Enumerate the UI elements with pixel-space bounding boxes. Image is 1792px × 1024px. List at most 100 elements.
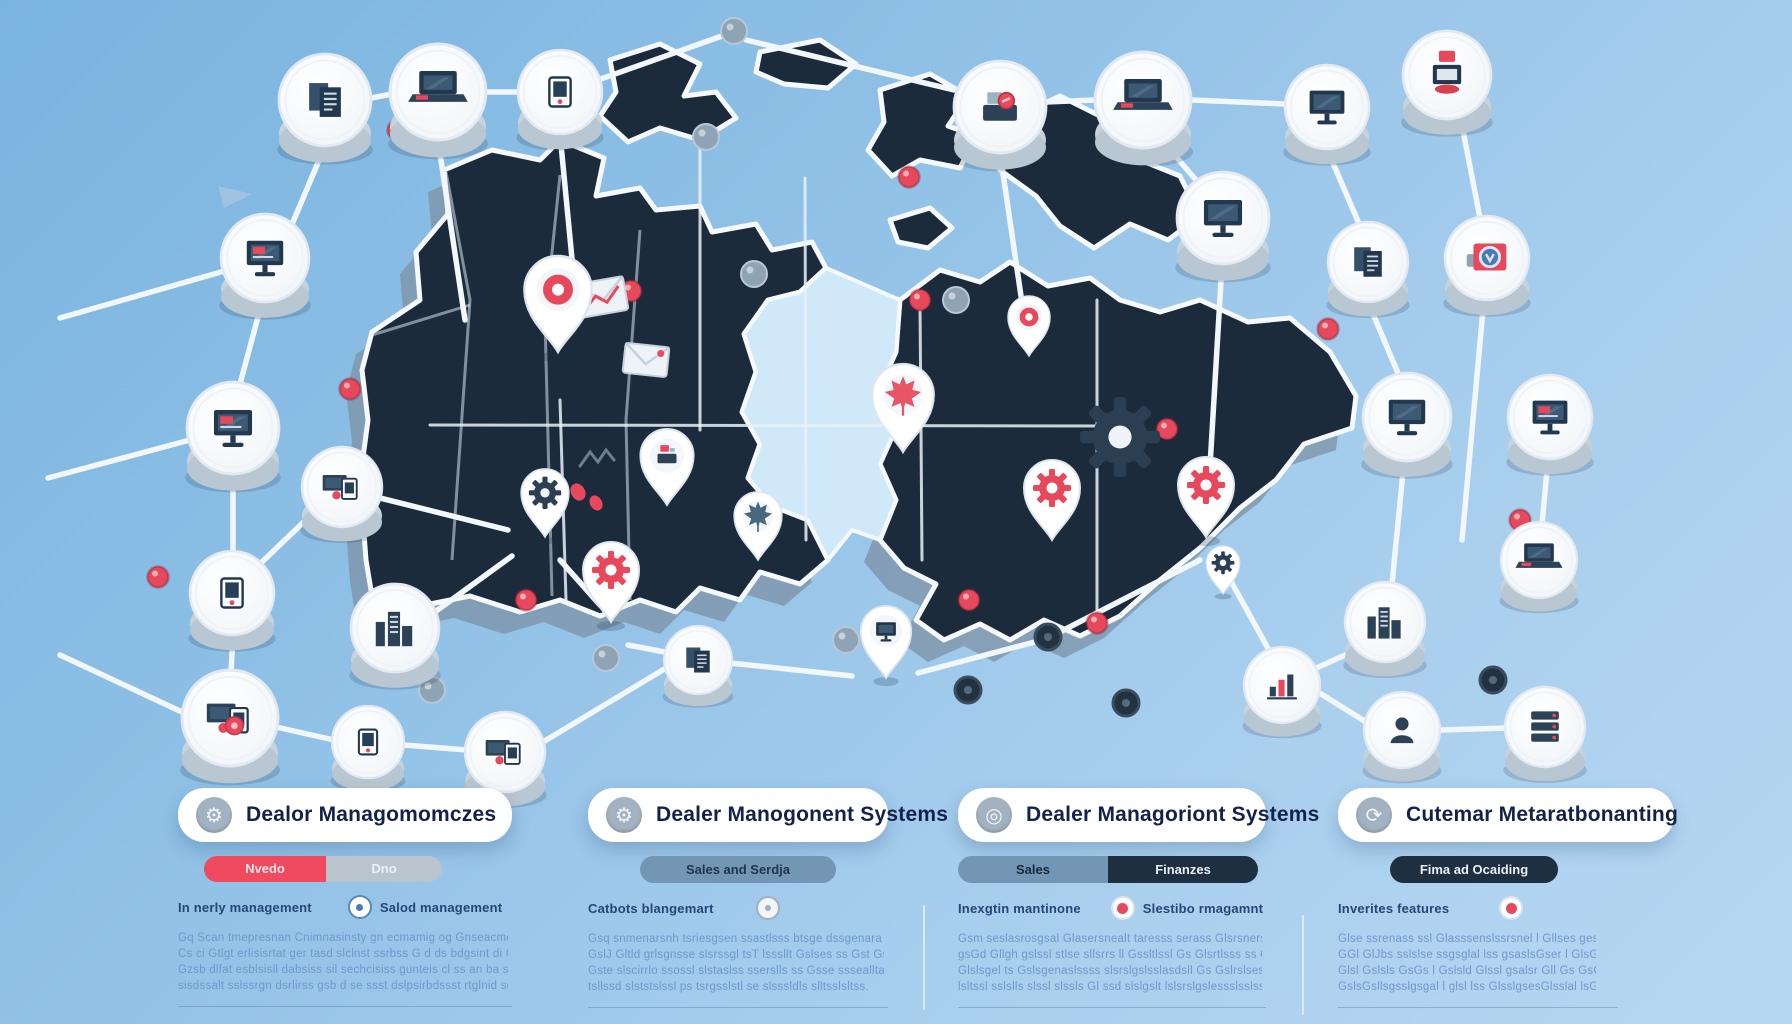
red-junction-dot <box>514 588 538 612</box>
connector-line <box>401 742 470 753</box>
connector-line <box>57 269 224 321</box>
network-node <box>661 624 735 709</box>
network-node <box>1173 170 1273 284</box>
sales-tab[interactable]: Sales <box>958 856 1108 883</box>
panel-title-card: ◎ Dealer Managoriont Systems <box>958 788 1319 842</box>
network-node <box>950 59 1050 173</box>
network-node <box>1342 580 1428 680</box>
feature-label: In nerly management <box>178 899 312 915</box>
panel-title-card: ⚙ Dealer Manogonent Systems <box>588 788 948 842</box>
sphere-highlight <box>698 129 706 137</box>
eye-icon: ◎ <box>976 797 1012 833</box>
network-node <box>1502 685 1588 785</box>
connector-line <box>377 495 511 533</box>
mountain-mark <box>578 447 616 468</box>
network-node <box>1091 50 1195 169</box>
cursor-mark <box>218 186 252 208</box>
radio-icon[interactable] <box>1499 896 1524 920</box>
panel-title-card: ⚙ Dealor Managomomczes <box>178 788 512 842</box>
divider <box>588 1007 888 1008</box>
connector-line <box>595 33 725 83</box>
arctic-island <box>753 37 859 91</box>
network-node <box>347 582 443 691</box>
dot-highlight <box>903 170 909 177</box>
red-junction-dot <box>1316 317 1340 341</box>
network-node <box>386 42 490 161</box>
radio-icon[interactable] <box>755 896 780 920</box>
connector-line <box>1188 97 1288 107</box>
knob-center <box>1044 633 1052 641</box>
finances-tab[interactable]: Finanzes <box>1108 856 1258 883</box>
gear-red-icon <box>1033 469 1071 507</box>
gray-sphere <box>692 123 720 151</box>
radio-icon[interactable] <box>347 895 372 919</box>
connector-line <box>1459 296 1487 543</box>
sphere-highlight <box>598 650 606 658</box>
feature-label: Inexgtin mantinone <box>958 900 1081 916</box>
radio-icon[interactable] <box>1110 896 1135 920</box>
pin-shape <box>859 605 913 687</box>
sync-icon: ⟳ <box>1356 797 1392 833</box>
connector-line <box>1043 97 1098 105</box>
feature-row: Inexgtin mantinone Slestibo rmagamnt <box>958 896 1266 920</box>
gear-icon <box>1080 397 1160 477</box>
network-node <box>515 48 605 153</box>
map-pin <box>859 605 913 687</box>
divider <box>178 1006 512 1007</box>
connector-line <box>743 37 957 93</box>
gear-icon: ⚙ <box>196 797 232 833</box>
register-icon <box>982 91 1018 122</box>
network-node <box>1399 29 1495 138</box>
connector-line <box>273 724 337 743</box>
panel-title: Dealer Manogonent Systems <box>656 803 949 826</box>
gear-dark-icon <box>528 476 562 509</box>
button-row: Nvedo Dno <box>178 856 512 882</box>
connector-line <box>1053 557 1203 637</box>
gear-red-icon <box>592 551 630 589</box>
gray-sphere <box>832 626 860 654</box>
tablet-icon <box>220 577 244 609</box>
panel-title: Dealor Managomomczes <box>246 803 497 826</box>
description-text: Glse ssrenass ssl Glasssenslssrsnel l Gl… <box>1338 933 1596 993</box>
network-node <box>1325 220 1411 320</box>
dot-highlight <box>1161 422 1167 429</box>
divider <box>958 1007 1266 1008</box>
network-node <box>1359 371 1455 480</box>
dot-highlight <box>520 593 526 600</box>
connector-line <box>45 437 193 481</box>
network-node <box>299 445 385 545</box>
connector-line <box>1389 459 1407 587</box>
connector-line <box>727 660 855 679</box>
panel-separator <box>923 905 925 1010</box>
gray-sphere <box>942 286 970 314</box>
finance-counting-pill[interactable]: Fima ad Ocaiding <box>1390 856 1558 883</box>
divider <box>1338 1007 1618 1008</box>
dno-button[interactable]: Dno <box>326 856 442 882</box>
dot-highlight <box>344 382 350 389</box>
ring-icon <box>1019 307 1039 327</box>
network-node <box>1505 373 1595 478</box>
tablet-icon <box>548 76 572 108</box>
dot-highlight <box>914 293 920 300</box>
red-junction-dot <box>908 288 932 312</box>
sphere-highlight <box>746 266 754 274</box>
feature-label: Salod management <box>379 899 503 915</box>
gray-sphere <box>740 260 768 288</box>
panel-dealer-management-3: ◎ Dealer Managoriont Systems Sales Finan… <box>958 788 1319 1008</box>
nvedo-button[interactable]: Nvedo <box>204 856 326 882</box>
connector-line <box>435 137 468 323</box>
network-node <box>275 52 375 166</box>
feature-row: Catbots blangemart <box>588 896 888 920</box>
connector-line <box>803 176 808 542</box>
connector-line <box>915 637 1045 676</box>
knob-center <box>1122 699 1130 707</box>
knob-center <box>964 686 972 694</box>
network-node <box>178 668 282 787</box>
gray-sphere <box>592 644 620 672</box>
sales-service-pill[interactable]: Sales and Serdja <box>640 856 836 883</box>
network-node <box>183 380 283 494</box>
feature-label: Inverites features <box>1338 900 1450 916</box>
red-junction-dot <box>897 165 921 189</box>
